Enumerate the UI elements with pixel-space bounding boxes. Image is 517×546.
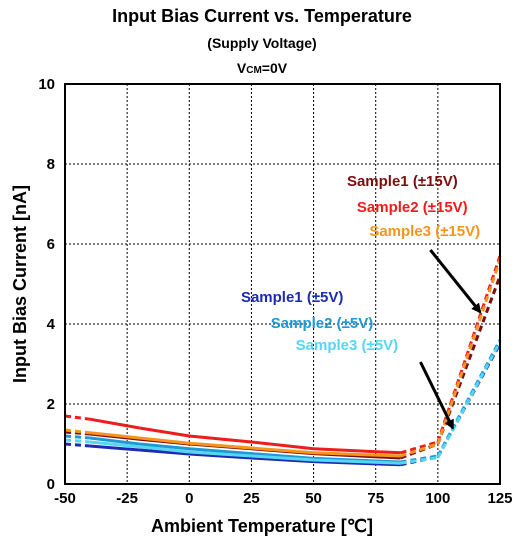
series-line-segment xyxy=(89,417,140,430)
annotations: Sample1 (±15V) Sample2 (±15V) Sample3 (±15… xyxy=(241,173,482,430)
series-line-segment xyxy=(251,454,314,462)
x-tick-label: 0 xyxy=(185,490,193,507)
series-line-segment xyxy=(436,259,502,445)
series-line-segment xyxy=(313,458,401,465)
chart-subtitle: (Supply Voltage) xyxy=(207,35,316,51)
series-line-segment xyxy=(251,440,314,451)
condition-rest: =0V xyxy=(262,60,288,76)
series-line-segment xyxy=(64,438,90,444)
y-tick-label: 4 xyxy=(47,316,56,333)
series-line-segment xyxy=(64,434,90,440)
x-tick-label: 100 xyxy=(425,490,450,507)
y-tick-label: 2 xyxy=(47,396,55,413)
y-axis-label: Input Bias Current [nA] xyxy=(10,185,30,383)
series-line-segment xyxy=(139,448,190,456)
annotation-arrow xyxy=(429,249,482,314)
y-tick-label: 8 xyxy=(47,156,55,173)
y-tick-label: 6 xyxy=(47,236,55,253)
series-line-segment xyxy=(139,426,190,438)
y-tick-label: 0 xyxy=(47,476,55,493)
series-annotation: Sample2 (±15V) xyxy=(357,199,468,216)
series-line-segment xyxy=(400,456,439,465)
condition-sub: CM xyxy=(246,65,262,76)
series-line-segment xyxy=(139,436,190,445)
chart-condition: VCM=0V xyxy=(237,60,288,76)
series-line-segment xyxy=(313,451,401,458)
condition-main: V xyxy=(237,60,247,76)
series-line-segment xyxy=(400,442,439,458)
series-line-segment xyxy=(400,454,439,464)
x-tick-label: -50 xyxy=(54,490,76,507)
series-line-segment xyxy=(436,341,502,459)
x-tick-label: 125 xyxy=(487,490,512,507)
series-line-segment xyxy=(189,450,252,458)
series-line-segment xyxy=(64,414,91,421)
series-lines xyxy=(64,255,502,467)
series-line-segment xyxy=(64,442,90,448)
series-annotation: Sample3 (±5V) xyxy=(296,337,398,354)
series-annotation: Sample2 (±5V) xyxy=(271,315,373,332)
series-line-segment xyxy=(313,447,401,455)
series-annotation: Sample1 (±5V) xyxy=(241,289,343,306)
x-tick-label: 75 xyxy=(367,490,384,507)
y-tick-label: 10 xyxy=(38,76,55,93)
series-line-segment xyxy=(139,442,190,451)
x-axis-label: Ambient Temperature [℃] xyxy=(151,516,373,536)
series-line-segment xyxy=(89,440,140,449)
series-line-segment xyxy=(89,436,140,446)
series-line-segment xyxy=(251,452,314,460)
series-annotation: Sample3 (±15V) xyxy=(369,223,480,240)
series-line-segment xyxy=(189,434,252,444)
series-annotation: Sample1 (±15V) xyxy=(347,173,458,190)
series-line-segment xyxy=(400,440,439,455)
x-tick-label: -25 xyxy=(116,490,138,507)
annotation-arrow xyxy=(419,361,455,430)
series-line-segment xyxy=(189,452,252,460)
chart-title: Input Bias Current vs. Temperature xyxy=(112,6,412,26)
series-line-segment xyxy=(189,447,252,456)
series-line-segment xyxy=(89,444,140,452)
series-line-segment xyxy=(89,431,140,440)
series-line-segment xyxy=(139,445,190,454)
x-tick-label: 25 xyxy=(243,490,260,507)
ticks: -50 -25 0 25 50 75 100 125 0 2 4 6 8 10 xyxy=(38,76,512,507)
series-line-segment xyxy=(189,441,252,450)
series-line-segment xyxy=(313,460,401,467)
series-line-segment xyxy=(251,446,314,455)
x-tick-label: 50 xyxy=(305,490,322,507)
grid xyxy=(65,84,500,484)
plot-frame xyxy=(64,83,501,485)
series-line-segment xyxy=(64,428,91,435)
series-line-segment xyxy=(251,456,314,464)
